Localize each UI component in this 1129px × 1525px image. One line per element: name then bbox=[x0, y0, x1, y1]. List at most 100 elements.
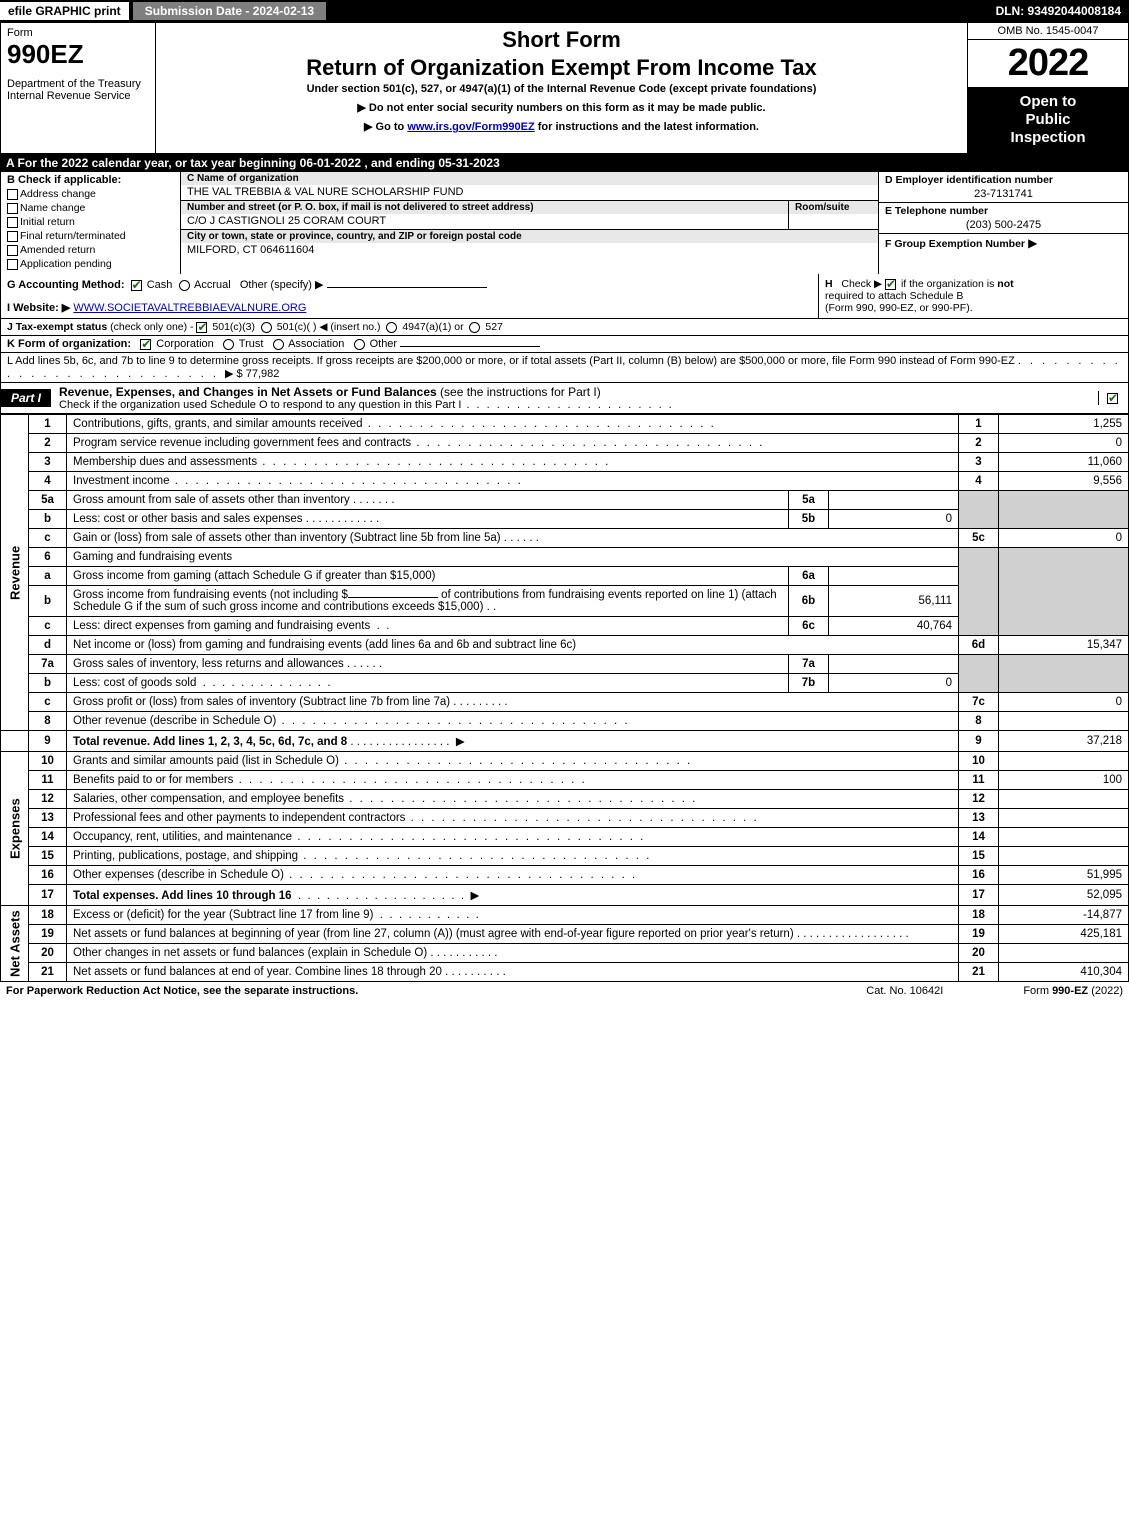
part-i-header: Part I Revenue, Expenses, and Changes in… bbox=[0, 383, 1129, 414]
cb-address-change[interactable]: Address change bbox=[7, 188, 174, 200]
line-7b-subval: 0 bbox=[829, 674, 959, 693]
line-1-col: 1 bbox=[959, 415, 999, 434]
form-number: 990EZ bbox=[7, 39, 149, 70]
line-9-num: 9 bbox=[29, 731, 67, 752]
line-3-col: 3 bbox=[959, 453, 999, 472]
radio-527[interactable] bbox=[469, 322, 480, 333]
line-6d-num: d bbox=[29, 636, 67, 655]
line-17-num: 17 bbox=[29, 885, 67, 906]
lines-table: Revenue 1 Contributions, gifts, grants, … bbox=[0, 414, 1129, 982]
line-11-num: 11 bbox=[29, 771, 67, 790]
line-2-num: 2 bbox=[29, 434, 67, 453]
line-16-num: 16 bbox=[29, 866, 67, 885]
shade-7v bbox=[999, 655, 1129, 693]
radio-association[interactable] bbox=[273, 339, 284, 350]
h-text4: (Form 990, 990-EZ, or 990-PF). bbox=[825, 302, 973, 314]
cb-initial-return[interactable]: Initial return bbox=[7, 216, 174, 228]
open-l3: Inspection bbox=[1010, 129, 1085, 146]
k-label: K Form of organization: bbox=[7, 338, 131, 350]
part-i-title: Revenue, Expenses, and Changes in Net As… bbox=[51, 383, 1098, 413]
f-group-label: F Group Exemption Number bbox=[885, 238, 1025, 250]
line-6b-subval: 56,111 bbox=[829, 586, 959, 617]
line-6a-num: a bbox=[29, 567, 67, 586]
line-16-col: 16 bbox=[959, 866, 999, 885]
g-label: G Accounting Method: bbox=[7, 279, 125, 291]
line-17-col: 17 bbox=[959, 885, 999, 906]
j-label: J Tax-exempt status bbox=[7, 321, 107, 333]
line-6d-desc: Net income or (loss) from gaming and fun… bbox=[67, 636, 959, 655]
line-17-val: 52,095 bbox=[999, 885, 1129, 906]
open-l1: Open to bbox=[1020, 93, 1077, 110]
line-10-col: 10 bbox=[959, 752, 999, 771]
header-center: Short Form Return of Organization Exempt… bbox=[156, 23, 968, 153]
c-addr-label: Number and street (or P. O. box, if mail… bbox=[181, 201, 794, 214]
line-13-col: 13 bbox=[959, 809, 999, 828]
h-label: H bbox=[825, 278, 833, 290]
cb-application-pending[interactable]: Application pending bbox=[7, 258, 174, 270]
line-15-col: 15 bbox=[959, 847, 999, 866]
radio-4947[interactable] bbox=[386, 322, 397, 333]
open-public-inspection: Open to Public Inspection bbox=[968, 87, 1128, 153]
line-6a-subcol: 6a bbox=[789, 567, 829, 586]
line-7c-desc: Gross profit or (loss) from sales of inv… bbox=[73, 696, 450, 708]
cb-name-change[interactable]: Name change bbox=[7, 202, 174, 214]
room-suite-label: Room/suite bbox=[789, 201, 878, 214]
line-8-num: 8 bbox=[29, 712, 67, 731]
sidelabel-blank1 bbox=[1, 731, 29, 752]
cb-corporation[interactable] bbox=[140, 339, 151, 350]
line-7a-desc: Gross sales of inventory, less returns a… bbox=[73, 658, 344, 670]
line-6b-desc: Gross income from fundraising events (no… bbox=[67, 586, 789, 617]
l-amount: ▶ $ 77,982 bbox=[225, 368, 279, 380]
cb-501c3[interactable] bbox=[196, 322, 207, 333]
shade-6v bbox=[999, 548, 1129, 636]
header-right: OMB No. 1545-0047 2022 Open to Public In… bbox=[968, 23, 1128, 153]
cb-final-return[interactable]: Final return/terminated bbox=[7, 230, 174, 242]
goto-suffix: for instructions and the latest informat… bbox=[535, 121, 759, 133]
top-bar: efile GRAPHIC print Submission Date - 20… bbox=[0, 0, 1129, 22]
form-ref: Form 990-EZ (2022) bbox=[1023, 985, 1123, 997]
cb-cash[interactable] bbox=[131, 280, 142, 291]
line-12-val bbox=[999, 790, 1129, 809]
phone-value: (203) 500-2475 bbox=[885, 219, 1122, 231]
radio-other-org[interactable] bbox=[354, 339, 365, 350]
radio-501c[interactable] bbox=[261, 322, 272, 333]
line-7a-num: 7a bbox=[29, 655, 67, 674]
cb-amended-return[interactable]: Amended return bbox=[7, 244, 174, 256]
efile-print-label[interactable]: efile GRAPHIC print bbox=[0, 2, 129, 20]
form-header: Form 990EZ Department of the Treasury In… bbox=[0, 22, 1129, 154]
sidelabel-expenses: Expenses bbox=[1, 752, 29, 906]
website-link[interactable]: WWW.SOCIETAVALTREBBIAEVALNURE.ORG bbox=[73, 302, 306, 314]
d-ein-label: D Employer identification number bbox=[885, 174, 1122, 186]
cb-schedule-b[interactable] bbox=[885, 279, 896, 290]
line-7c-val: 0 bbox=[999, 693, 1129, 712]
line-10-num: 10 bbox=[29, 752, 67, 771]
line-20-desc: Other changes in net assets or fund bala… bbox=[73, 947, 427, 959]
line-5b-subval: 0 bbox=[829, 510, 959, 529]
instructions-line: ▶ Go to www.irs.gov/Form990EZ for instru… bbox=[164, 120, 959, 133]
line-9-desc: Total revenue. Add lines 1, 2, 3, 4, 5c,… bbox=[73, 736, 347, 748]
line-6c-subval: 40,764 bbox=[829, 617, 959, 636]
line-5b-num: b bbox=[29, 510, 67, 529]
radio-accrual[interactable] bbox=[179, 280, 190, 291]
line-5c-val: 0 bbox=[999, 529, 1129, 548]
short-form-title: Short Form bbox=[164, 27, 959, 53]
line-12-col: 12 bbox=[959, 790, 999, 809]
line-2-val: 0 bbox=[999, 434, 1129, 453]
line-6c-desc: Less: direct expenses from gaming and fu… bbox=[73, 620, 370, 632]
line-11-val: 100 bbox=[999, 771, 1129, 790]
return-title: Return of Organization Exempt From Incom… bbox=[164, 55, 959, 81]
radio-trust[interactable] bbox=[223, 339, 234, 350]
line-15-val bbox=[999, 847, 1129, 866]
line-5c-col: 5c bbox=[959, 529, 999, 548]
goto-prefix: ▶ Go to bbox=[364, 121, 407, 133]
line-4-num: 4 bbox=[29, 472, 67, 491]
line-5a-num: 5a bbox=[29, 491, 67, 510]
line-4-val: 9,556 bbox=[999, 472, 1129, 491]
shade-5v bbox=[999, 491, 1129, 529]
submission-date: Submission Date - 2024-02-13 bbox=[133, 2, 326, 20]
irs-link[interactable]: www.irs.gov/Form990EZ bbox=[407, 121, 534, 133]
c-name-label: C Name of organization bbox=[181, 172, 878, 185]
cb-schedule-o[interactable] bbox=[1107, 393, 1118, 404]
line-14-num: 14 bbox=[29, 828, 67, 847]
shade-5 bbox=[959, 491, 999, 529]
